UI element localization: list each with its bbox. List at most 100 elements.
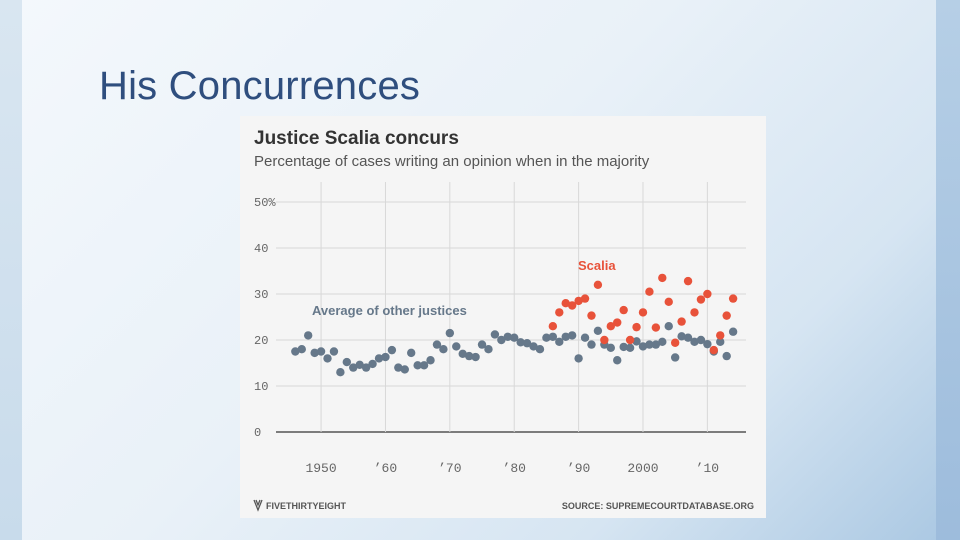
scatter-chart: Justice Scalia concurs Percentage of cas…	[253, 128, 754, 512]
chart-subtitle: Percentage of cases writing an opinion w…	[254, 153, 650, 170]
point-average-of-other-justices	[323, 354, 332, 363]
point-average-of-other-justices	[625, 343, 635, 353]
point-average-of-other-justices	[419, 361, 429, 370]
point-average-of-other-justices	[303, 331, 313, 340]
point-average-of-other-justices	[368, 359, 377, 369]
point-average-of-other-justices	[728, 327, 738, 336]
point-average-of-other-justices	[703, 339, 712, 349]
point-scalia	[625, 335, 635, 345]
point-average-of-other-justices	[342, 357, 352, 367]
point-average-of-other-justices	[336, 368, 345, 377]
y-tick-label: 20	[254, 334, 268, 348]
point-scalia	[600, 335, 609, 345]
point-average-of-other-justices	[542, 333, 551, 342]
point-average-of-other-justices	[722, 351, 731, 361]
point-average-of-other-justices	[439, 345, 448, 354]
point-average-of-other-justices	[645, 340, 654, 349]
point-scalia	[651, 323, 661, 332]
point-average-of-other-justices	[381, 352, 390, 362]
point-scalia	[606, 322, 615, 331]
point-average-of-other-justices	[490, 330, 500, 339]
point-scalia	[567, 301, 577, 310]
point-average-of-other-justices	[670, 353, 680, 362]
point-scalia	[703, 289, 712, 299]
point-scalia	[574, 296, 583, 306]
point-scalia	[722, 311, 731, 320]
point-average-of-other-justices	[374, 354, 384, 363]
point-average-of-other-justices	[413, 361, 422, 370]
x-tick-label: 1950	[305, 461, 336, 476]
point-scalia	[690, 308, 699, 317]
point-scalia	[683, 276, 693, 286]
point-average-of-other-justices	[471, 352, 480, 362]
source-text: SOURCE: SUPREMECOURTDATABASE.ORG	[562, 501, 754, 511]
point-average-of-other-justices	[432, 340, 442, 349]
point-average-of-other-justices	[690, 337, 699, 347]
slide-title: His Concurrences	[99, 64, 421, 108]
point-scalia	[670, 338, 680, 347]
point-average-of-other-justices	[561, 332, 570, 341]
point-average-of-other-justices	[613, 356, 622, 365]
point-scalia	[696, 295, 706, 304]
point-scalia	[658, 273, 667, 283]
point-average-of-other-justices	[355, 360, 364, 370]
point-average-of-other-justices	[477, 340, 487, 349]
point-average-of-other-justices	[677, 332, 686, 341]
annotation-average: Average of other justices	[312, 303, 467, 318]
point-average-of-other-justices	[619, 342, 628, 352]
point-average-of-other-justices	[651, 340, 661, 349]
point-average-of-other-justices	[658, 337, 667, 347]
tick-layer: 50% 40 30 20 10 0 1950 ’60 ’70 ’80 ’90 2000 ’10	[254, 196, 719, 476]
point-average-of-other-justices	[522, 339, 532, 348]
point-average-of-other-justices	[464, 351, 474, 361]
point-average-of-other-justices	[535, 345, 545, 354]
chart-title: Justice Scalia concurs	[254, 128, 459, 149]
point-scalia	[664, 297, 673, 307]
point-average-of-other-justices	[683, 333, 693, 342]
point-average-of-other-justices	[664, 322, 673, 331]
point-average-of-other-justices	[297, 345, 306, 354]
point-scalia	[645, 287, 654, 296]
point-scalia	[613, 318, 622, 327]
x-tick-label: 2000	[627, 461, 658, 476]
point-scalia	[548, 322, 558, 331]
point-average-of-other-justices	[516, 338, 525, 347]
point-scalia	[561, 299, 570, 308]
y-tick-label: 10	[254, 380, 268, 394]
point-average-of-other-justices	[361, 363, 371, 372]
y-tick-label: 40	[254, 242, 268, 256]
point-average-of-other-justices	[696, 335, 706, 345]
annotation-scalia: Scalia	[578, 258, 616, 273]
x-tick-label: ’10	[696, 461, 719, 476]
point-scalia	[638, 308, 648, 317]
y-tick-label: 50%	[254, 196, 276, 210]
x-tick-label: ’80	[503, 461, 526, 476]
point-scalia	[587, 311, 596, 320]
point-average-of-other-justices	[400, 365, 409, 374]
point-scalia	[728, 294, 738, 303]
slide-left-border	[0, 0, 22, 540]
point-average-of-other-justices	[316, 347, 326, 356]
point-average-of-other-justices	[510, 333, 519, 342]
point-average-of-other-justices	[567, 331, 577, 340]
point-average-of-other-justices	[587, 340, 596, 349]
point-scalia	[632, 322, 641, 332]
brand-text: FIVETHIRTYEIGHT	[266, 501, 347, 511]
point-average-of-other-justices	[452, 342, 461, 351]
point-average-of-other-justices	[606, 343, 615, 353]
point-average-of-other-justices	[310, 348, 319, 358]
point-layer	[291, 273, 738, 377]
point-scalia	[709, 345, 719, 355]
point-scalia	[593, 280, 603, 289]
y-tick-label: 0	[254, 426, 261, 440]
point-average-of-other-justices	[291, 347, 300, 356]
point-average-of-other-justices	[529, 342, 538, 351]
x-tick-label: ’70	[438, 461, 461, 476]
point-average-of-other-justices	[638, 342, 648, 351]
point-average-of-other-justices	[349, 363, 358, 372]
point-average-of-other-justices	[426, 356, 435, 365]
point-average-of-other-justices	[445, 328, 455, 338]
x-tick-label: ’60	[374, 461, 397, 476]
point-scalia	[555, 308, 564, 317]
point-average-of-other-justices	[329, 347, 339, 356]
